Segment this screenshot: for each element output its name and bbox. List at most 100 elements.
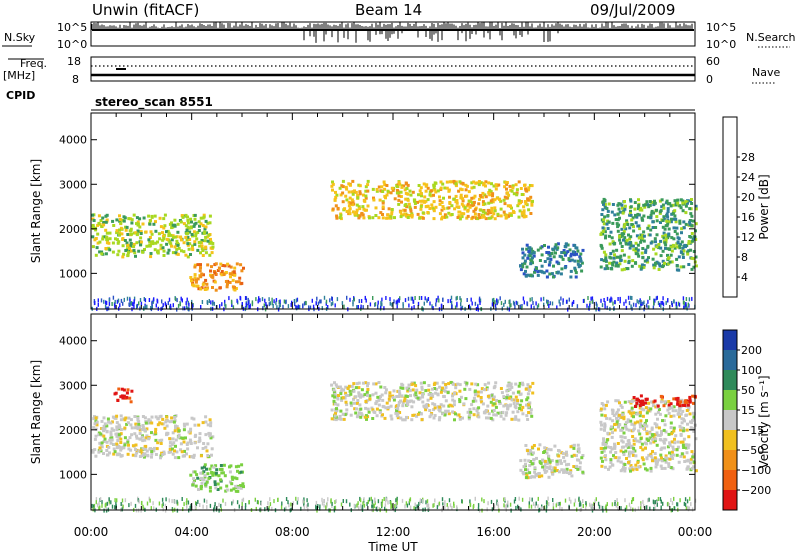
echo-cell	[372, 382, 376, 386]
echo-cell	[321, 501, 324, 506]
echo-cell	[578, 496, 580, 501]
echo-cell	[446, 391, 450, 395]
echo-cell	[242, 497, 245, 502]
echo-cell	[280, 505, 283, 510]
y-tick-label: 4000	[59, 335, 87, 348]
echo-cell	[547, 496, 549, 501]
echo-cell	[625, 238, 629, 242]
echo-cell	[379, 395, 382, 398]
echo-cell	[363, 393, 367, 397]
echo-cell	[504, 504, 506, 509]
echo-cell	[194, 280, 198, 284]
echo-cell	[206, 472, 210, 476]
echo-cell	[527, 250, 531, 253]
echo-cell	[399, 210, 403, 214]
echo-cell	[427, 503, 430, 508]
echo-cell	[641, 448, 645, 452]
echo-cell	[589, 303, 591, 308]
echo-cell	[680, 240, 684, 244]
echo-cell	[485, 416, 488, 420]
echo-cell	[358, 506, 360, 511]
echo-cell	[684, 502, 687, 507]
echo-cell	[432, 503, 434, 508]
echo-cell	[346, 295, 348, 300]
echo-cell	[692, 430, 696, 433]
echo-cell	[244, 503, 247, 507]
echo-cell	[122, 394, 126, 398]
echo-cell	[529, 451, 532, 455]
echo-cell	[514, 382, 518, 386]
echo-cell	[613, 241, 617, 245]
echo-cell	[447, 299, 449, 304]
echo-cell	[144, 429, 147, 433]
echo-cell	[216, 488, 220, 491]
echo-cell	[460, 298, 462, 303]
echo-cell	[604, 304, 606, 309]
echo-cell	[221, 302, 223, 307]
echo-cell	[395, 185, 399, 188]
echo-cell	[619, 404, 623, 407]
echo-cell	[478, 197, 481, 201]
echo-cell	[675, 226, 679, 230]
echo-cell	[216, 269, 220, 272]
echo-cell	[122, 301, 124, 306]
echo-cell	[605, 416, 609, 420]
echo-cell	[606, 209, 610, 213]
echo-cell	[126, 296, 129, 301]
echo-cell	[537, 496, 539, 501]
echo-cell	[154, 220, 157, 224]
echo-cell	[396, 406, 400, 410]
echo-cell	[691, 455, 695, 459]
echo-cell	[522, 215, 526, 219]
echo-cell	[180, 214, 184, 218]
echo-cell	[645, 432, 649, 436]
echo-cell	[508, 212, 512, 216]
echo-cell	[651, 433, 655, 437]
echo-cell	[630, 444, 634, 448]
echo-cell	[510, 417, 514, 421]
echo-cell	[421, 499, 424, 504]
echo-cell	[497, 299, 499, 304]
echo-cell	[396, 304, 398, 309]
echo-cell	[355, 203, 359, 207]
colorbar-frame	[722, 116, 738, 298]
echo-cell	[303, 497, 305, 502]
echo-cell	[524, 188, 528, 192]
echo-cell	[605, 207, 609, 210]
echo-cell	[600, 505, 603, 510]
echo-cell	[668, 502, 670, 507]
echo-cell	[590, 504, 592, 509]
echo-cell	[690, 232, 694, 235]
echo-cell	[358, 190, 362, 194]
echo-cell	[606, 445, 610, 449]
echo-cell	[149, 252, 153, 255]
echo-cell	[568, 248, 572, 252]
echo-cell	[550, 459, 554, 463]
echo-cell	[555, 459, 559, 463]
echo-cell	[433, 387, 437, 390]
echo-cell	[133, 251, 137, 255]
echo-cell	[565, 453, 569, 457]
echo-cell	[349, 403, 353, 407]
echo-cell	[154, 415, 158, 419]
echo-cell	[136, 222, 140, 226]
echo-cell	[371, 216, 375, 220]
echo-cell	[290, 302, 292, 307]
echo-cell	[222, 463, 226, 467]
echo-cell	[359, 393, 363, 397]
echo-cell	[653, 501, 656, 506]
echo-cell	[147, 238, 151, 242]
echo-cell	[188, 238, 192, 241]
echo-cell	[609, 427, 613, 431]
echo-cell	[632, 442, 636, 446]
echo-cell	[386, 497, 388, 502]
echo-cell	[211, 473, 215, 477]
echo-cell	[220, 270, 224, 273]
echo-cell	[158, 421, 162, 425]
echo-cell	[170, 305, 172, 310]
echo-cell	[694, 207, 698, 211]
echo-cell	[120, 232, 124, 236]
echo-cell	[348, 212, 352, 216]
echo-cell	[670, 450, 674, 454]
echo-cell	[151, 240, 155, 244]
